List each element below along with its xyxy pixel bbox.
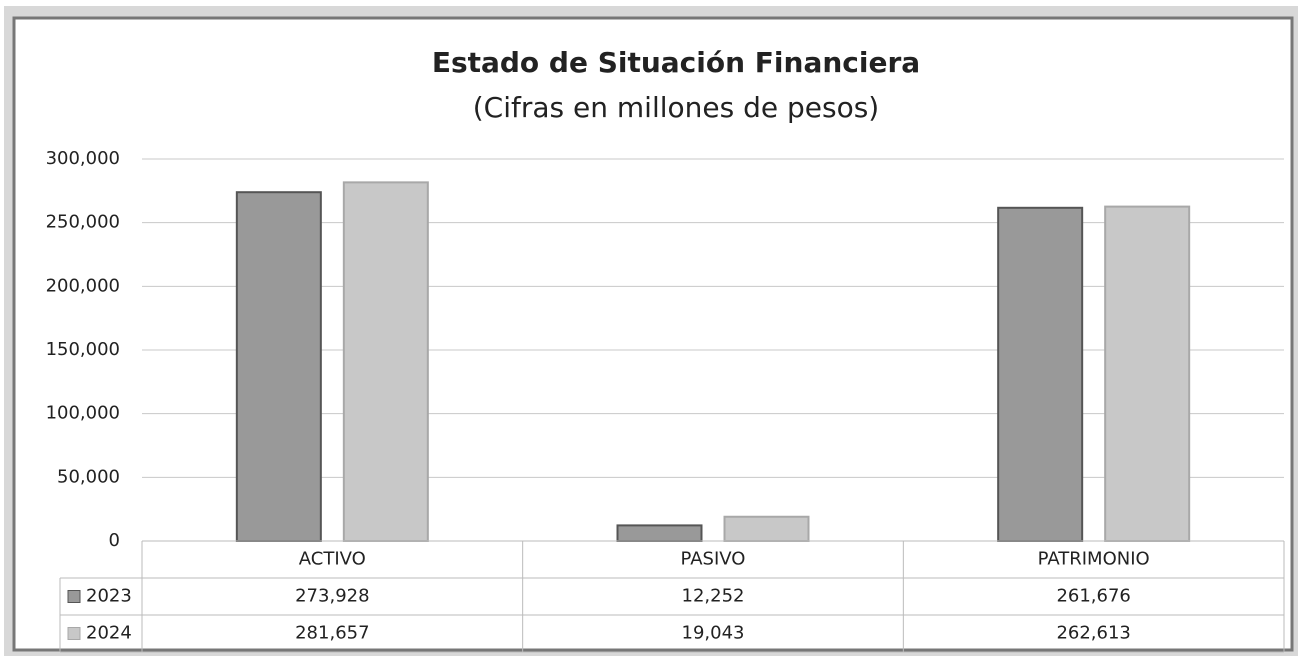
data-label: 12,252 bbox=[682, 586, 745, 607]
x-tick-label: PASIVO bbox=[681, 549, 746, 570]
chart-title: Estado de Situación Financiera bbox=[432, 46, 920, 79]
data-label: 261,676 bbox=[1056, 586, 1130, 607]
bar bbox=[342, 181, 429, 542]
bar bbox=[1104, 205, 1191, 542]
y-tick-label: 250,000 bbox=[46, 212, 120, 233]
y-tick-label: 200,000 bbox=[46, 275, 120, 296]
legend-swatch bbox=[67, 627, 81, 640]
y-tick-label: 50,000 bbox=[57, 466, 120, 487]
legend-label: 2023 bbox=[86, 586, 132, 607]
data-label: 273,928 bbox=[295, 586, 369, 607]
x-tick-label: ACTIVO bbox=[299, 549, 366, 570]
data-label: 262,613 bbox=[1056, 623, 1130, 644]
chart-subtitle: (Cifras en millones de pesos) bbox=[473, 91, 879, 124]
legend-label: 2024 bbox=[86, 623, 132, 644]
bar bbox=[723, 515, 810, 542]
data-label: 281,657 bbox=[295, 623, 369, 644]
data-label: 19,043 bbox=[682, 623, 745, 644]
y-tick-label: 300,000 bbox=[46, 148, 120, 169]
y-tick-label: 150,000 bbox=[46, 339, 120, 360]
legend-swatch bbox=[67, 590, 81, 603]
bar bbox=[616, 524, 703, 542]
y-tick-label: 100,000 bbox=[46, 403, 120, 424]
bar bbox=[235, 191, 322, 543]
bar bbox=[997, 206, 1084, 542]
y-tick-label: 0 bbox=[109, 530, 120, 551]
x-tick-label: PATRIMONIO bbox=[1038, 549, 1150, 570]
